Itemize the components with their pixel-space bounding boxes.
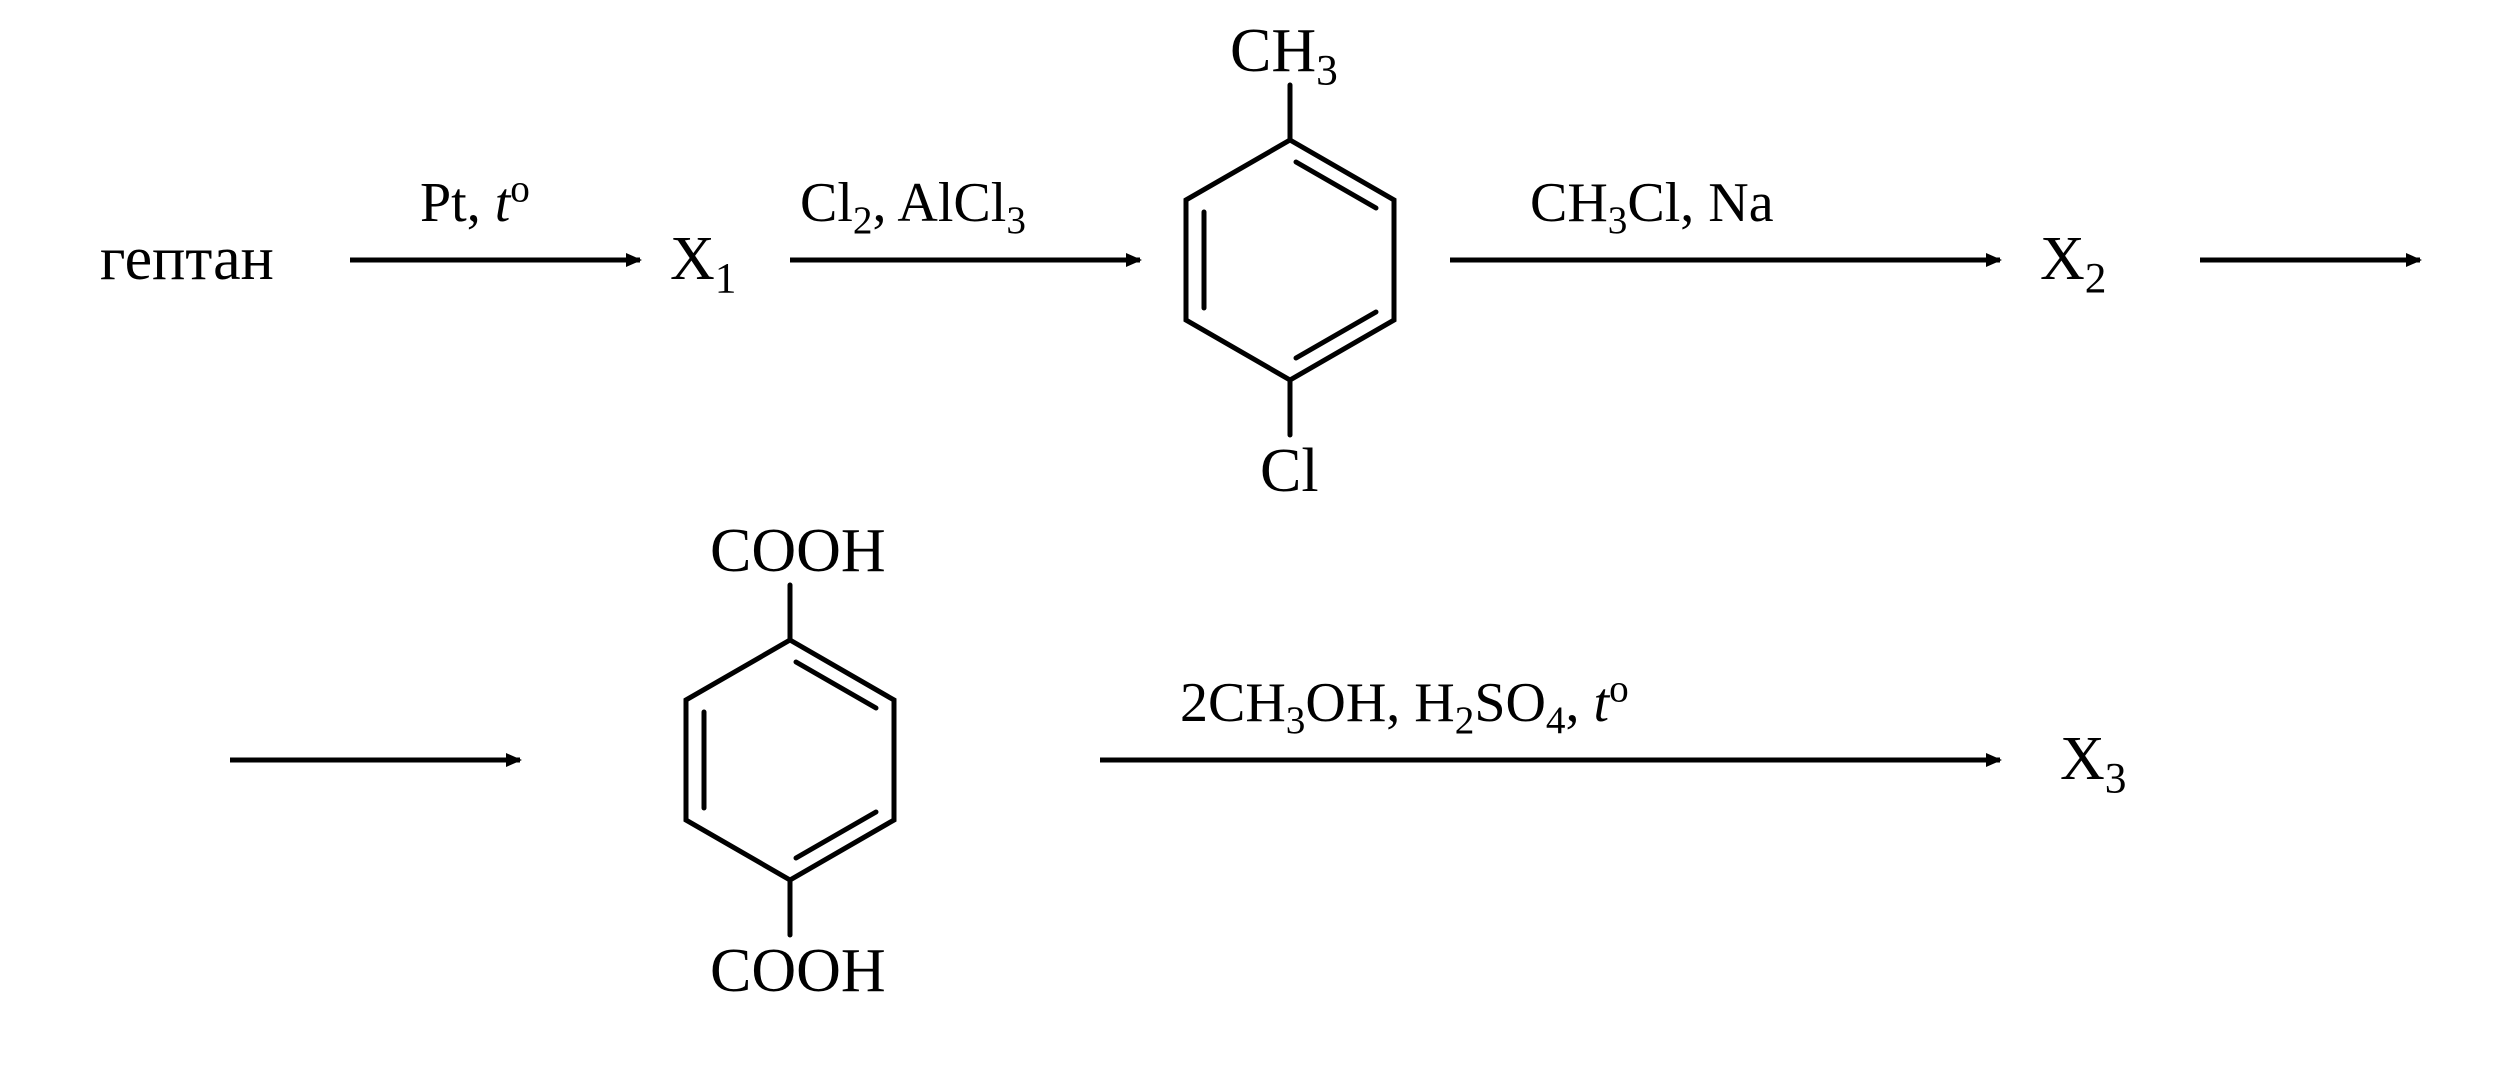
svg-layer xyxy=(0,0,2493,1080)
reaction-scheme: гептан X1 X2 X3 Pt, to Cl2, AlCl3 CH3Cl,… xyxy=(0,0,2493,1080)
ring-terephthalic-acid xyxy=(686,585,894,935)
ring-p-chlorotoluene xyxy=(1186,85,1394,435)
